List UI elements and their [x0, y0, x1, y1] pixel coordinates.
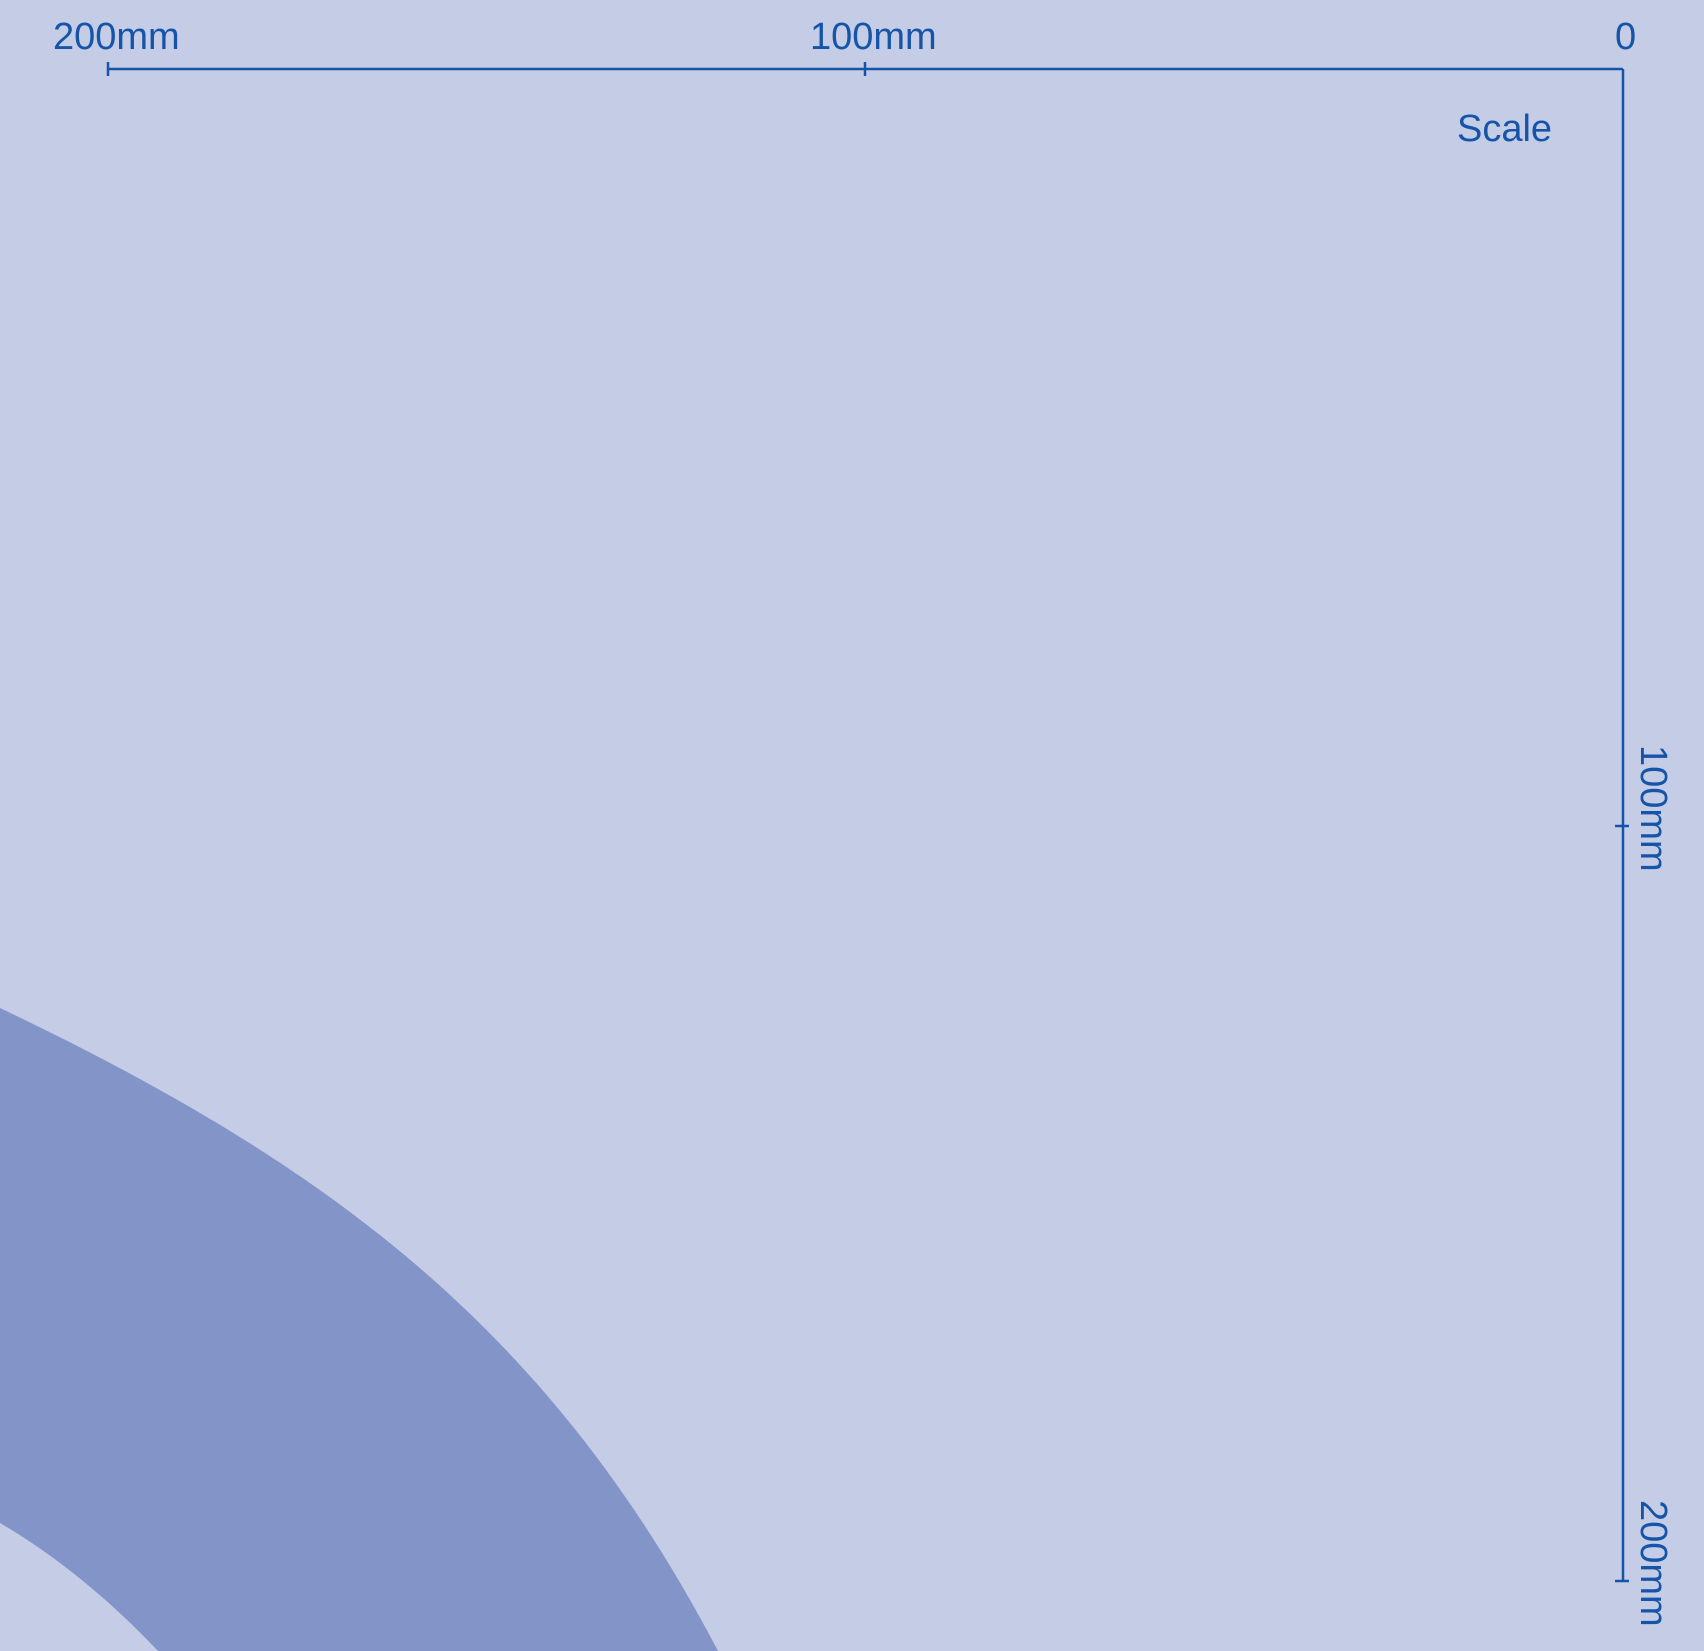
horizontal-label-0: 0	[1615, 16, 1636, 58]
vertical-label-200mm: 200mm	[1632, 1500, 1674, 1627]
scale-title: Scale	[1457, 108, 1552, 150]
vertical-label-100mm: 100mm	[1632, 745, 1674, 872]
arc-band	[0, 1008, 718, 1651]
horizontal-label-100mm: 100mm	[810, 16, 937, 58]
horizontal-label-200mm: 200mm	[53, 16, 180, 58]
